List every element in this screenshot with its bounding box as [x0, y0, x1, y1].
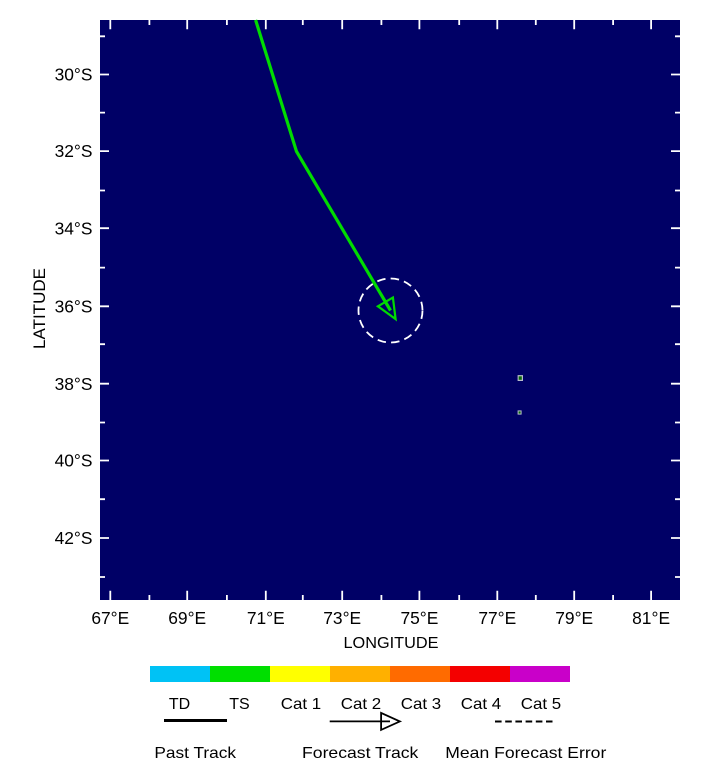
- svg-text:38°S: 38°S: [55, 374, 93, 394]
- svg-text:42°S: 42°S: [55, 528, 93, 548]
- svg-text:Cat 2: Cat 2: [341, 696, 381, 713]
- svg-text:30°S: 30°S: [55, 65, 93, 85]
- svg-text:Forecast Track: Forecast Track: [302, 745, 419, 760]
- svg-text:TS: TS: [229, 696, 249, 713]
- svg-text:Past Track: Past Track: [154, 745, 237, 760]
- svg-text:69°E: 69°E: [168, 608, 206, 628]
- svg-text:77°E: 77°E: [478, 608, 516, 628]
- svg-text:Cat 4: Cat 4: [461, 696, 501, 713]
- svg-text:67°E: 67°E: [91, 608, 129, 628]
- svg-text:LATITUDE: LATITUDE: [30, 268, 49, 349]
- svg-text:75°E: 75°E: [400, 608, 438, 628]
- svg-text:34°S: 34°S: [55, 218, 93, 238]
- svg-text:40°S: 40°S: [55, 451, 93, 471]
- svg-text:Cat 3: Cat 3: [401, 696, 441, 713]
- svg-text:Cat 1: Cat 1: [281, 696, 321, 713]
- svg-text:32°S: 32°S: [55, 141, 93, 161]
- svg-text:Cat 5: Cat 5: [521, 696, 561, 713]
- svg-text:73°E: 73°E: [323, 608, 361, 628]
- svg-text:81°E: 81°E: [632, 608, 670, 628]
- svg-text:LONGITUDE: LONGITUDE: [344, 635, 439, 652]
- svg-text:36°S: 36°S: [55, 296, 93, 316]
- svg-text:Mean Forecast Error: Mean Forecast Error: [445, 745, 607, 760]
- svg-text:TD: TD: [169, 696, 190, 713]
- svg-text:79°E: 79°E: [555, 608, 593, 628]
- svg-text:71°E: 71°E: [247, 608, 285, 628]
